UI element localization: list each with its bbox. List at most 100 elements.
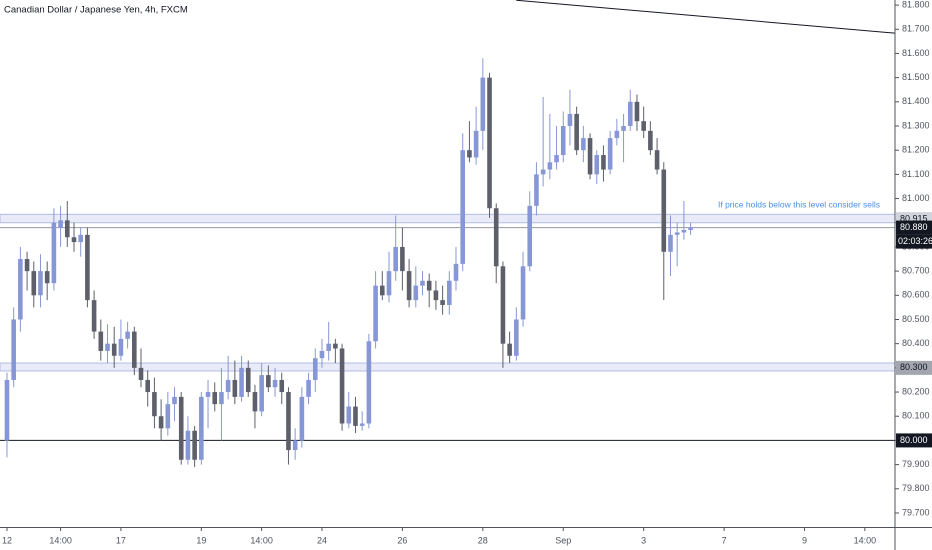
candle-body xyxy=(567,113,573,127)
candle-body xyxy=(98,331,104,351)
candle-body xyxy=(44,271,50,284)
candle-body xyxy=(654,150,660,170)
candle-body xyxy=(594,155,600,175)
candle-body xyxy=(18,259,23,320)
candle-body xyxy=(487,77,492,209)
candle-body xyxy=(118,338,124,356)
y-tick-label: 79.700 xyxy=(902,507,930,517)
candle-body xyxy=(266,375,271,388)
x-tick-label: 26 xyxy=(397,535,407,545)
candle-body xyxy=(634,101,640,122)
candle-body xyxy=(259,375,264,412)
y-tick-label: 81.800 xyxy=(902,0,930,9)
candle-body xyxy=(674,232,680,235)
candle-body xyxy=(152,392,157,417)
candle-body xyxy=(125,331,130,339)
candle-body xyxy=(252,392,258,412)
chart-title: Canadian Dollar / Japanese Yen, 4h, FXCM xyxy=(4,5,188,16)
candle-body xyxy=(178,396,184,460)
candle-body xyxy=(172,396,177,405)
candle-body xyxy=(4,379,10,441)
candle-body xyxy=(232,379,238,397)
price-label: 80.000 xyxy=(900,435,928,445)
candle-body xyxy=(205,392,211,397)
candle-body xyxy=(185,430,191,460)
candle-body xyxy=(406,271,412,301)
candle-body xyxy=(71,237,77,243)
x-tick-label: 7 xyxy=(722,535,727,545)
plot-area xyxy=(0,0,896,468)
candle-body xyxy=(648,130,653,151)
candle-body xyxy=(165,404,171,429)
candle-body xyxy=(286,392,291,451)
candle-body xyxy=(145,379,151,393)
price-box xyxy=(896,433,932,448)
y-tick-label: 81.700 xyxy=(902,24,930,34)
countdown-label: 02:03:26 xyxy=(898,236,932,246)
x-tick-label: Sep xyxy=(555,535,571,545)
y-tick-label: 80.400 xyxy=(902,338,930,348)
candle-body xyxy=(581,138,586,151)
candle-body xyxy=(312,358,318,380)
candle-body xyxy=(453,263,459,281)
zone-price-label: 80.915 xyxy=(900,213,928,223)
candle-body xyxy=(225,379,231,393)
candle-body xyxy=(292,440,298,451)
y-tick-label: 81.400 xyxy=(902,96,930,106)
candle-body xyxy=(78,234,83,243)
candle-body xyxy=(540,169,546,175)
candle-body xyxy=(138,367,144,380)
annotation: If price holds below this level consider… xyxy=(718,200,880,210)
candle-body xyxy=(500,266,506,344)
candle-body xyxy=(460,150,466,264)
candle-body xyxy=(85,234,90,301)
candle-body xyxy=(400,246,405,272)
y-tick-label: 79.800 xyxy=(902,483,930,493)
candle-body xyxy=(534,174,539,206)
y-tick-label: 80.100 xyxy=(902,411,930,421)
candle-body xyxy=(64,220,70,238)
candle-body xyxy=(38,271,43,296)
candle-body xyxy=(447,280,452,305)
candle-body xyxy=(614,130,620,139)
x-tick-label: 17 xyxy=(116,535,126,545)
y-tick-label: 80.600 xyxy=(902,290,930,300)
candle-body xyxy=(219,392,224,405)
x-tick-label: 24 xyxy=(317,535,327,545)
candle-body xyxy=(333,343,338,349)
candle-body xyxy=(527,205,533,267)
candle-body xyxy=(554,155,559,163)
candle-body xyxy=(158,416,164,429)
candle-body xyxy=(520,266,526,320)
candle-body xyxy=(111,343,117,356)
candle-body xyxy=(58,220,63,228)
candle-body xyxy=(433,290,439,301)
candle-body xyxy=(359,423,365,426)
candle-body xyxy=(661,169,667,252)
candle-body xyxy=(105,343,110,351)
x-tick-label: 19 xyxy=(196,535,206,545)
candle-body xyxy=(668,234,673,252)
x-tick-label: 14:00 xyxy=(854,535,877,545)
candle-body xyxy=(306,379,311,397)
x-tick-label: 3 xyxy=(641,535,646,545)
zone-price-label: 80.300 xyxy=(900,362,928,372)
countdown-box xyxy=(896,234,932,249)
candle-body xyxy=(560,126,566,156)
candle-body xyxy=(426,280,432,291)
candle-body xyxy=(621,126,626,131)
candle-body xyxy=(379,285,385,296)
candle-body xyxy=(601,155,606,170)
candle-body xyxy=(480,77,486,131)
zone xyxy=(0,213,896,224)
candle-body xyxy=(353,406,358,426)
x-tick-label: 28 xyxy=(478,535,488,545)
candle-body xyxy=(272,379,278,388)
x-tick-label: 12 xyxy=(2,535,12,545)
y-tick-label: 81.300 xyxy=(902,120,930,130)
candle-body xyxy=(386,271,392,296)
candle-body xyxy=(239,367,244,397)
candle-body xyxy=(440,300,445,305)
